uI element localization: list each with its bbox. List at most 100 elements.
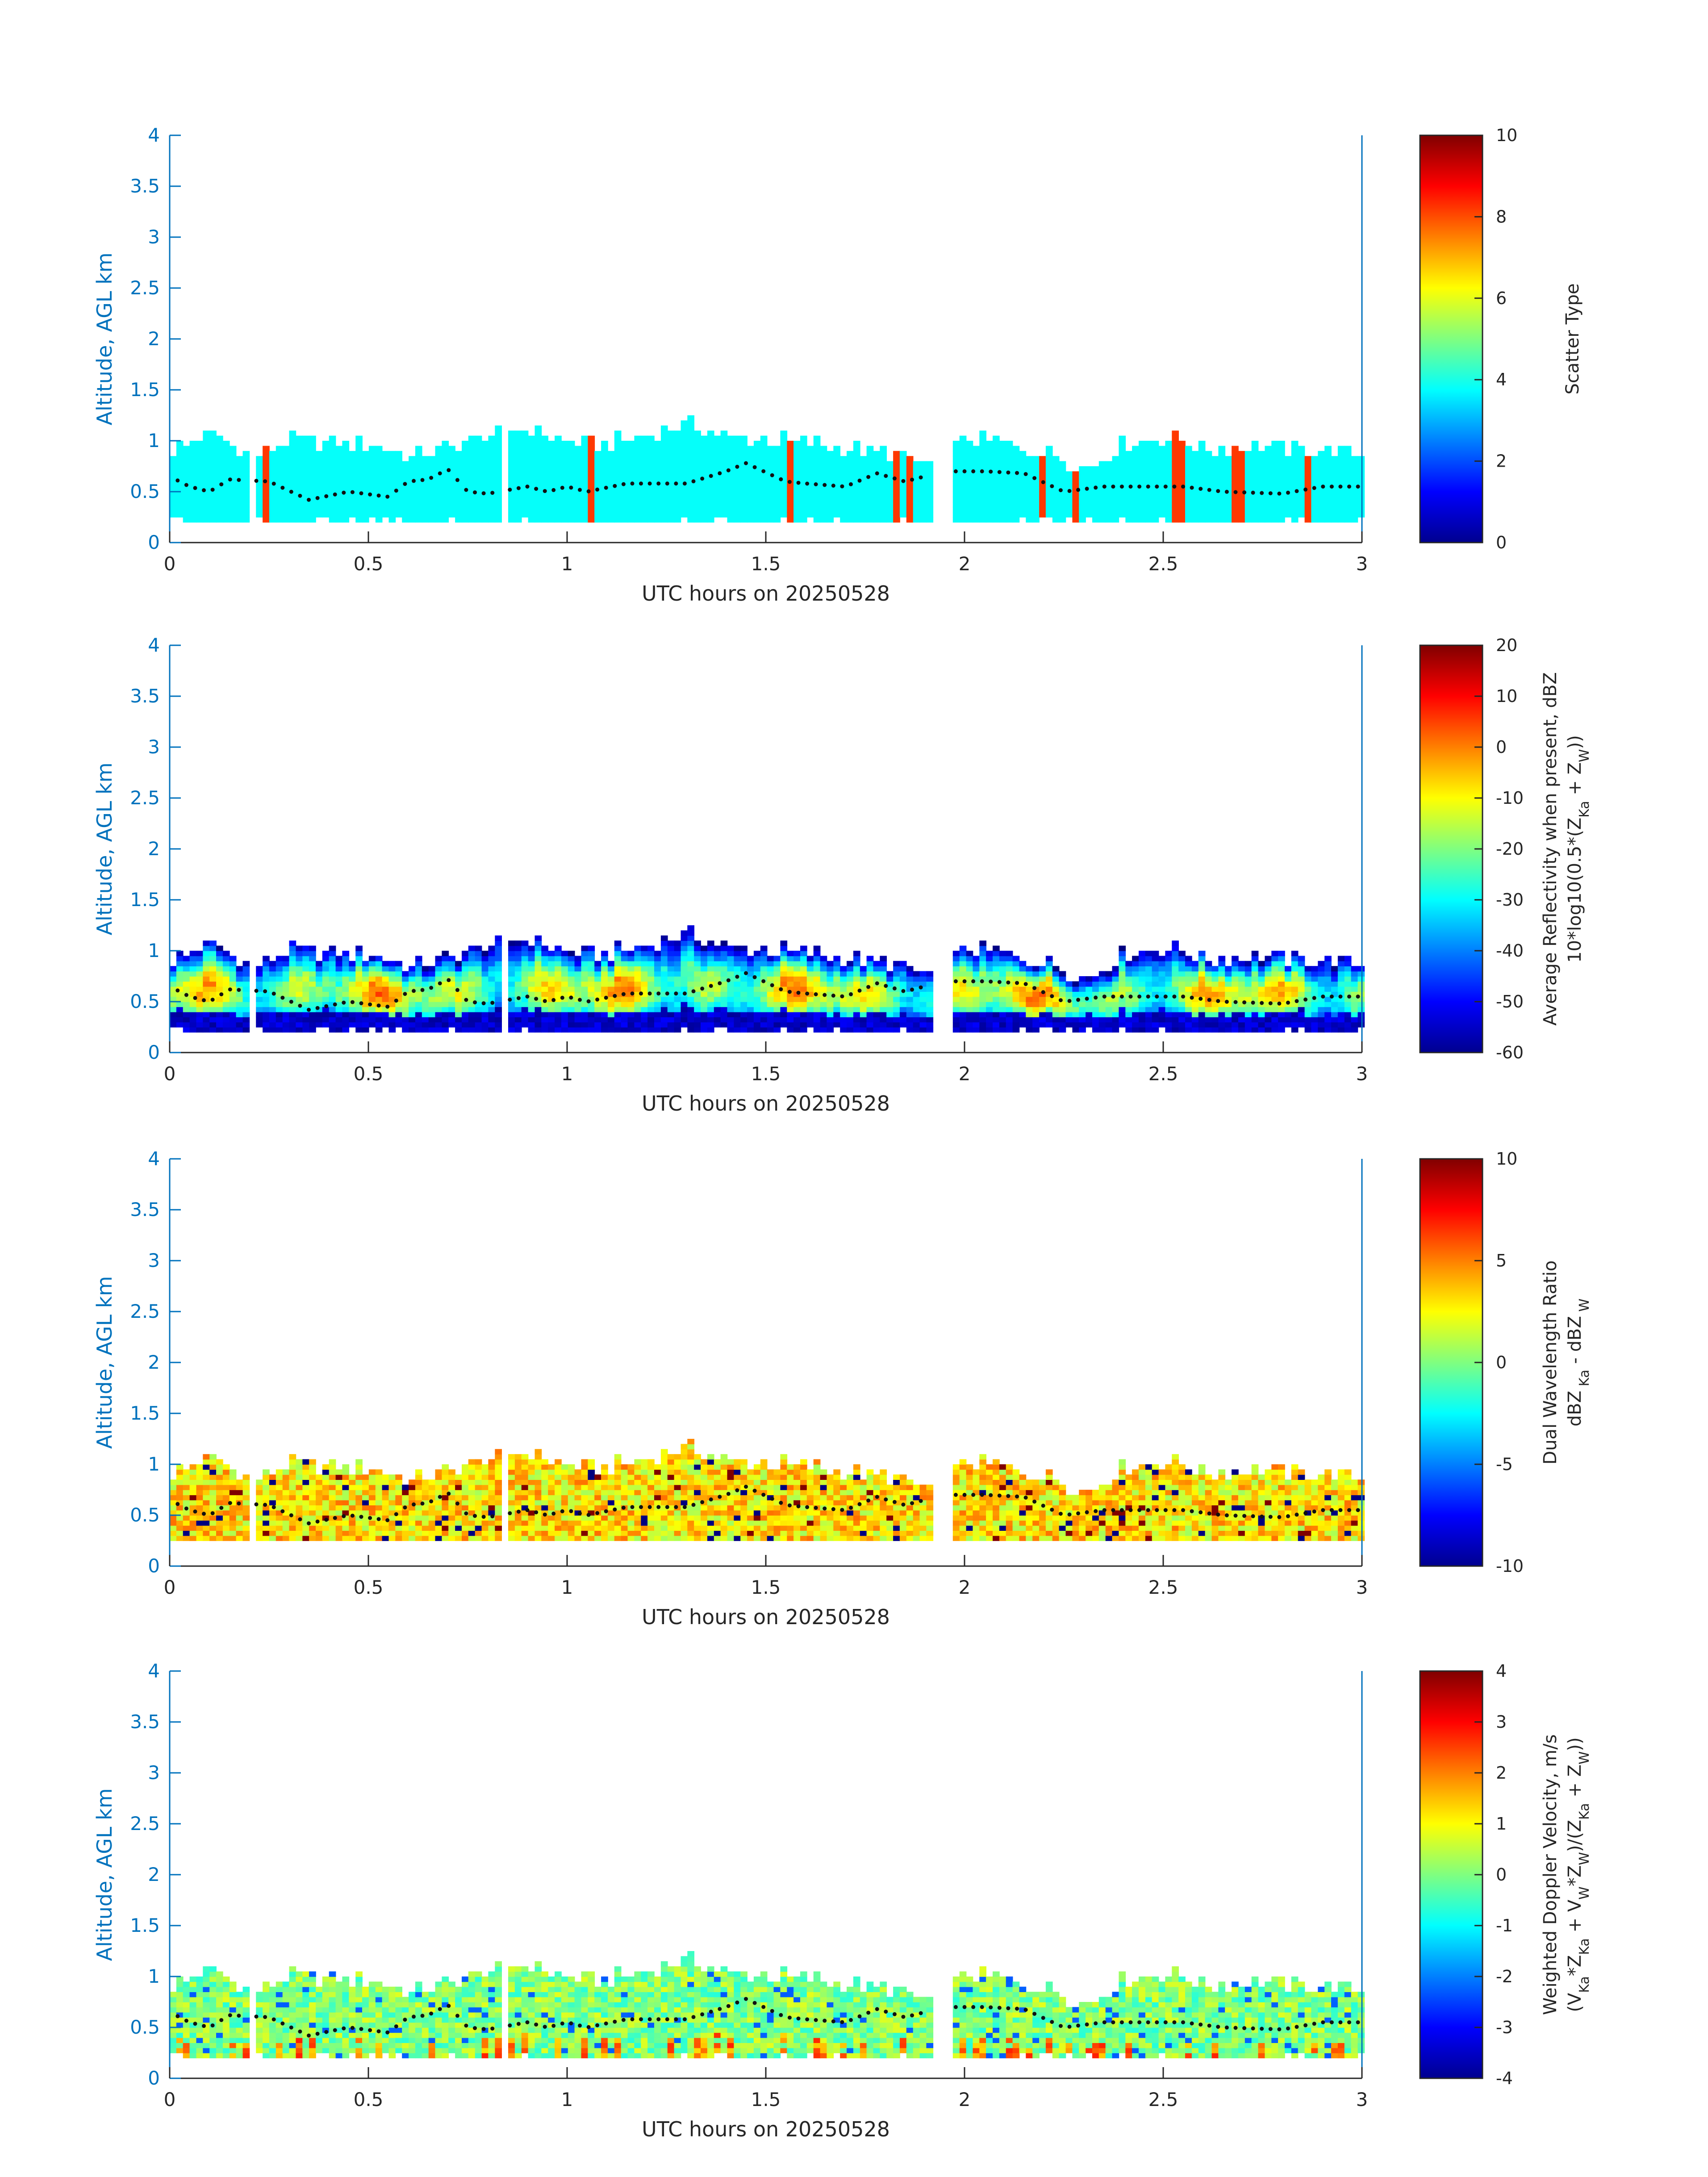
heatmap-cell bbox=[1026, 512, 1033, 518]
heatmap-cell bbox=[747, 1017, 754, 1022]
marker-dot bbox=[324, 494, 328, 498]
heatmap-cell bbox=[986, 951, 993, 956]
heatmap-cell bbox=[362, 997, 369, 1002]
heatmap-cell bbox=[1032, 1027, 1040, 1032]
heatmap-cell bbox=[800, 466, 807, 472]
heatmap-cell bbox=[913, 512, 920, 518]
heatmap-cell bbox=[429, 1002, 436, 1007]
heatmap-cell bbox=[820, 471, 827, 476]
heatmap-cell bbox=[1271, 446, 1278, 451]
heatmap-cell bbox=[448, 956, 455, 961]
heatmap-cell bbox=[1026, 466, 1033, 472]
heatmap-cell bbox=[1125, 1027, 1132, 1032]
heatmap-cell bbox=[309, 991, 316, 997]
heatmap-cell bbox=[488, 471, 495, 476]
heatmap-cell bbox=[1006, 507, 1013, 512]
heatmap-cell bbox=[548, 451, 555, 456]
heatmap-cell bbox=[641, 517, 648, 522]
heatmap-cell bbox=[754, 507, 761, 512]
heatmap-cell bbox=[263, 1002, 270, 1007]
heatmap-cell bbox=[966, 1007, 973, 1012]
heatmap-cell bbox=[740, 986, 748, 992]
heatmap-cell bbox=[316, 456, 323, 461]
heatmap-cell bbox=[1072, 1017, 1079, 1022]
heatmap-cell bbox=[382, 1012, 389, 1017]
heatmap-cell bbox=[455, 471, 462, 476]
heatmap-cell bbox=[289, 476, 296, 482]
heatmap-cell bbox=[860, 1007, 867, 1012]
heatmap-cell bbox=[482, 956, 489, 961]
heatmap-cell bbox=[953, 476, 960, 482]
heatmap-cell bbox=[740, 976, 748, 982]
heatmap-cell bbox=[581, 1007, 589, 1012]
heatmap-cell bbox=[448, 481, 455, 487]
heatmap-cell bbox=[654, 441, 661, 446]
heatmap-cell bbox=[1338, 466, 1345, 472]
heatmap-cell bbox=[1245, 497, 1252, 502]
heatmap-cell bbox=[1258, 456, 1265, 461]
heatmap-cell bbox=[289, 456, 296, 461]
heatmap-cell bbox=[800, 512, 807, 518]
heatmap-cell bbox=[1172, 507, 1179, 512]
heatmap-cell bbox=[1112, 466, 1119, 472]
heatmap-cell bbox=[1013, 461, 1020, 467]
heatmap-cell bbox=[296, 966, 303, 971]
heatmap-cell bbox=[1046, 956, 1053, 961]
heatmap-cell bbox=[468, 1017, 476, 1022]
heatmap-cell bbox=[1139, 961, 1146, 966]
heatmap-cell bbox=[475, 507, 482, 512]
heatmap-cell bbox=[256, 966, 263, 971]
heatmap-cell bbox=[1271, 507, 1278, 512]
heatmap-cell bbox=[1079, 1012, 1086, 1017]
heatmap-cell bbox=[1132, 1017, 1139, 1022]
heatmap-cell bbox=[355, 1007, 363, 1012]
heatmap-cell bbox=[853, 441, 860, 446]
heatmap-cell bbox=[760, 507, 768, 512]
heatmap-cell bbox=[515, 1007, 522, 1012]
heatmap-cell bbox=[336, 971, 343, 977]
heatmap-cell bbox=[1278, 512, 1285, 518]
heatmap-cell bbox=[548, 956, 555, 961]
heatmap-cell bbox=[230, 1002, 237, 1007]
heatmap-cell bbox=[1092, 492, 1099, 497]
heatmap-cell bbox=[508, 446, 515, 451]
marker-dot bbox=[263, 479, 267, 483]
heatmap-cell bbox=[170, 1017, 177, 1022]
heatmap-cell bbox=[409, 1027, 416, 1032]
heatmap-cell bbox=[734, 951, 741, 956]
heatmap-cell bbox=[681, 1007, 688, 1012]
heatmap-cell bbox=[309, 997, 316, 1002]
heatmap-cell bbox=[329, 976, 336, 982]
heatmap-cell bbox=[588, 976, 595, 982]
heatmap-cell bbox=[1172, 471, 1179, 476]
heatmap-cell bbox=[734, 991, 741, 997]
heatmap-cell bbox=[203, 986, 210, 992]
heatmap-cell bbox=[1132, 466, 1139, 472]
heatmap-cell bbox=[528, 517, 535, 522]
heatmap-cell bbox=[362, 1007, 369, 1012]
heatmap-cell bbox=[1013, 966, 1020, 971]
heatmap-cell bbox=[687, 471, 694, 476]
heatmap-cell bbox=[960, 492, 967, 497]
heatmap-cell bbox=[1265, 461, 1272, 467]
heatmap-cell bbox=[389, 451, 396, 456]
heatmap-cell bbox=[515, 940, 522, 946]
heatmap-cell bbox=[283, 981, 290, 986]
heatmap-cell bbox=[203, 976, 210, 982]
heatmap-cell bbox=[727, 1007, 735, 1012]
heatmap-cell bbox=[355, 971, 363, 977]
heatmap-cell bbox=[1019, 487, 1027, 492]
heatmap-cell bbox=[1145, 517, 1153, 522]
heatmap-cell bbox=[1205, 456, 1212, 461]
heatmap-cell bbox=[1046, 502, 1053, 507]
marker-dot bbox=[989, 470, 993, 474]
heatmap-cell bbox=[429, 471, 436, 476]
heatmap-cell bbox=[727, 1022, 735, 1028]
heatmap-cell bbox=[721, 997, 728, 1002]
heatmap-cell bbox=[289, 1017, 296, 1022]
heatmap-cell bbox=[1112, 492, 1119, 497]
x-tick-label: 1 bbox=[561, 553, 573, 575]
heatmap-cell bbox=[1106, 497, 1113, 502]
marker-dot bbox=[298, 494, 302, 498]
heatmap-cell bbox=[687, 446, 694, 451]
